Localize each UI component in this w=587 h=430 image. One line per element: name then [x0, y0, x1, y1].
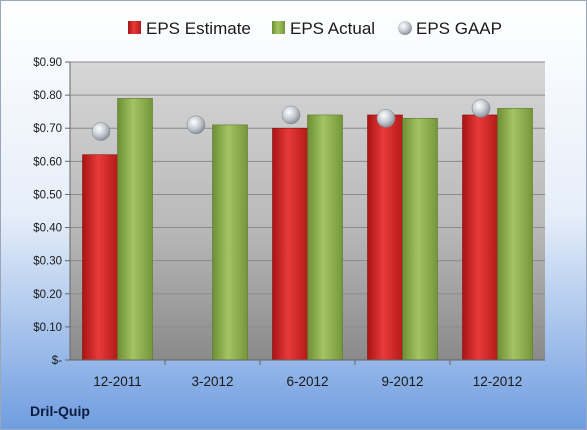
- y-tick-label: $0.70: [33, 123, 62, 135]
- legend-actual-swatch: [272, 21, 285, 34]
- y-tick-label: $0.60: [33, 156, 62, 168]
- legend: EPS Estimate EPS Actual EPS GAAP: [128, 19, 502, 38]
- legend-actual-label: EPS Actual: [290, 19, 375, 38]
- estimate-bar: [272, 127, 308, 361]
- gaap-markers: [91, 99, 491, 141]
- actual-bar: [402, 117, 438, 361]
- y-tick-label: $0.20: [33, 289, 62, 301]
- gaap-marker: [186, 115, 206, 135]
- estimate-bar: [367, 114, 403, 361]
- y-tick-label: $0.90: [33, 57, 62, 69]
- actual-bar: [307, 114, 343, 361]
- y-tick-label: $0.50: [33, 189, 62, 201]
- legend-estimate-label: EPS Estimate: [146, 19, 251, 38]
- estimate-bar: [462, 114, 498, 361]
- legend-gaap-swatch: [398, 21, 412, 35]
- x-axis-ticks: 12-2011 3-2012 6-2012 9-2012 12-2012: [93, 360, 522, 389]
- gaap-marker: [91, 122, 111, 141]
- actual-bar: [117, 98, 153, 361]
- x-tick-label: 3-2012: [191, 374, 233, 389]
- x-tick-label: 12-2012: [473, 374, 523, 389]
- estimate-bar: [82, 154, 118, 361]
- legend-gaap-label: EPS GAAP: [416, 19, 502, 38]
- actual-bar: [497, 108, 533, 361]
- y-tick-label: $0.80: [33, 90, 62, 102]
- gaap-marker: [281, 105, 301, 125]
- x-tick-label: 9-2012: [381, 374, 423, 389]
- y-tick-label: $0.40: [33, 223, 62, 235]
- y-axis-ticks: $- $0.10 $0.20 $0.30 $0.40 $0.50 $0.60 $0.70 $0.…: [33, 57, 71, 367]
- bars: [82, 98, 533, 361]
- y-tick-label: $0.10: [33, 322, 62, 334]
- x-tick-label: 12-2011: [93, 374, 142, 389]
- x-tick-label: 6-2012: [286, 374, 328, 389]
- legend-estimate-swatch: [128, 21, 141, 34]
- gaap-marker: [376, 109, 396, 128]
- actual-bar: [212, 124, 248, 361]
- company-name: Dril-Quip: [30, 403, 90, 419]
- y-tick-label: $0.30: [33, 256, 62, 268]
- gaap-marker: [471, 99, 491, 118]
- y-tick-label: $-: [52, 355, 62, 367]
